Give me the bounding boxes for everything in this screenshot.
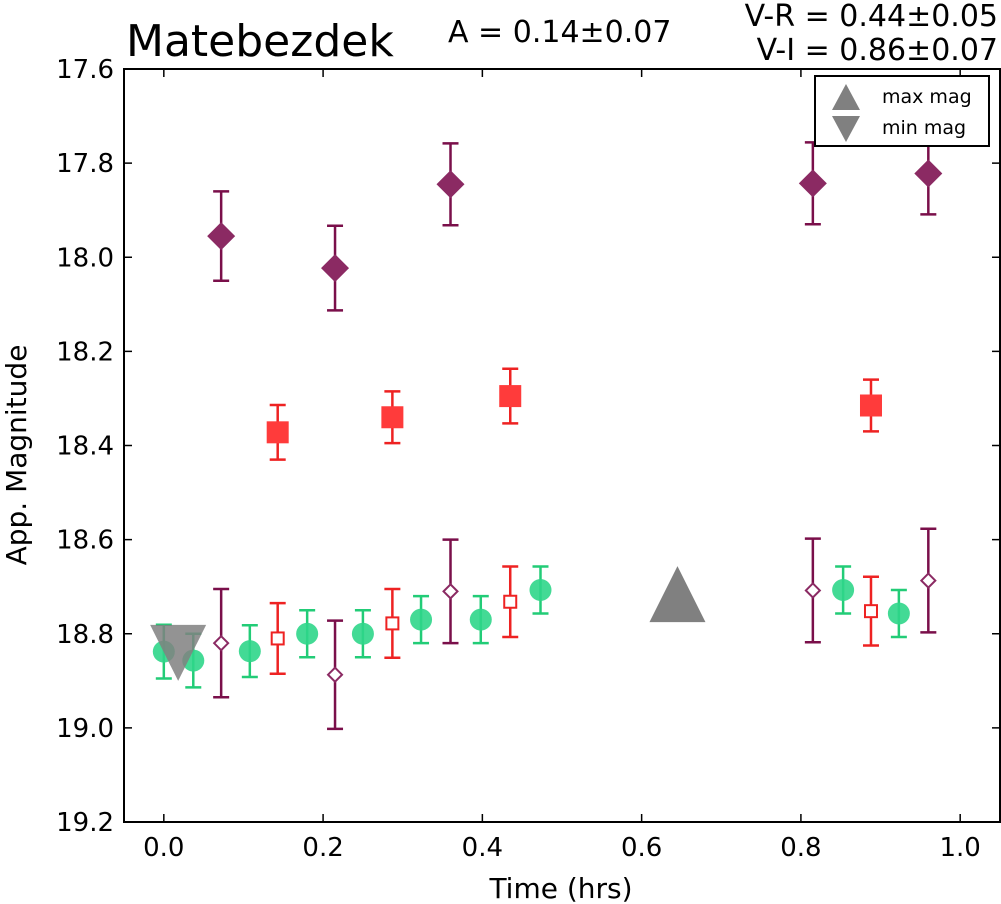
- data-marks: [150, 131, 943, 731]
- x-tick-label: 0.6: [621, 833, 662, 863]
- data-point-square: [859, 394, 882, 417]
- legend: max mag min mag: [814, 75, 990, 147]
- legend-label-min-mag: min mag: [882, 117, 966, 139]
- chart-title: Matebezdek: [126, 16, 394, 67]
- y-tick-label: 17.6: [56, 55, 114, 85]
- y-tick-label: 18.2: [56, 337, 114, 367]
- data-point-square-open: [503, 594, 518, 609]
- data-point-square-open: [385, 616, 400, 631]
- y-tick-label: 18.6: [56, 526, 114, 556]
- y-tick-label: 19.0: [56, 714, 114, 744]
- data-point-circle: [832, 578, 855, 601]
- data-point-square: [381, 406, 404, 429]
- data-point-circle: [351, 622, 374, 645]
- y-axis-ticks: 17.6 17.8 18.0 18.2 18.4 18.6 18.8 19.0 19.2: [56, 55, 1000, 838]
- data-point-diamond: [914, 159, 943, 188]
- x-axis-label: Time (hrs): [488, 872, 632, 904]
- y-tick-label: 18.4: [56, 432, 114, 462]
- legend-triangle-up-icon: [832, 84, 860, 110]
- v-r-annotation: V-R = 0.44±0.05: [745, 0, 998, 34]
- data-point-diamond: [321, 254, 350, 283]
- data-point-circle: [469, 608, 492, 631]
- data-point-diamond-open: [212, 634, 230, 652]
- data-point-diamond-open: [804, 582, 822, 599]
- min-mag-marker: [150, 624, 207, 681]
- y-tick-label: 18.0: [56, 243, 114, 273]
- data-point-diamond-open: [442, 582, 459, 600]
- x-axis-ticks: 0.0 0.2 0.4 0.6 0.8 1.0: [143, 69, 981, 863]
- data-point-circle: [529, 578, 552, 601]
- legend-triangle-down-icon: [832, 116, 860, 142]
- data-point-circle: [410, 608, 433, 631]
- data-point-diamond-open: [326, 666, 344, 684]
- data-point-square-open: [270, 631, 285, 646]
- y-axis-label: App. Magnitude: [0, 345, 33, 566]
- y-tick-label: 18.8: [56, 620, 114, 650]
- data-point-circle: [887, 602, 910, 625]
- x-tick-label: 0.0: [143, 833, 184, 863]
- data-point-square: [266, 421, 289, 444]
- x-tick-label: 0.4: [462, 833, 503, 863]
- data-point-diamond-open: [919, 572, 937, 589]
- x-tick-label: 1.0: [940, 833, 981, 863]
- data-point-square-open: [863, 604, 878, 619]
- x-tick-label: 0.2: [302, 833, 343, 863]
- amplitude-annotation: A = 0.14±0.07: [448, 15, 671, 50]
- data-point-circle: [238, 640, 261, 663]
- v-i-annotation: V-I = 0.86±0.07: [757, 33, 998, 68]
- y-tick-label: 19.2: [56, 808, 114, 838]
- data-point-square: [499, 385, 522, 408]
- data-point-circle: [296, 622, 319, 645]
- data-point-diamond: [798, 169, 827, 198]
- legend-label-max-mag: max mag: [882, 86, 972, 108]
- x-tick-label: 0.8: [780, 833, 821, 863]
- max-mag-marker: [649, 566, 706, 623]
- data-point-diamond: [436, 170, 465, 199]
- y-tick-label: 17.8: [56, 149, 114, 179]
- data-point-diamond: [207, 222, 236, 251]
